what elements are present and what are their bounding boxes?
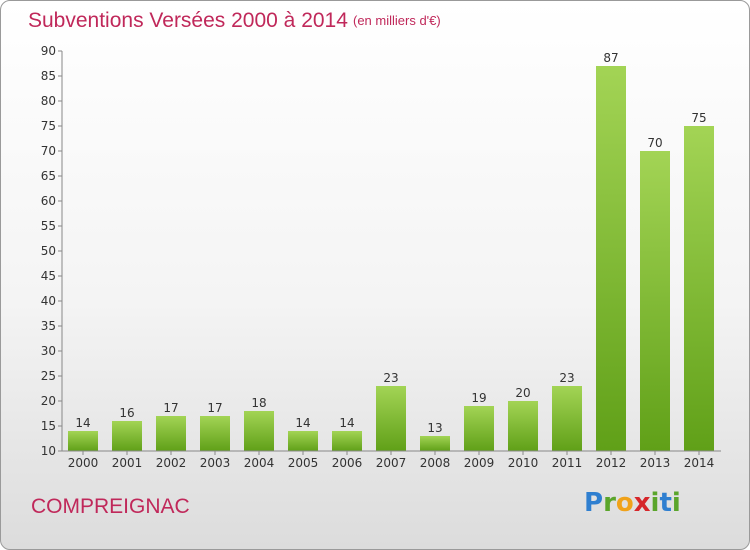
data-label-2009: 19 xyxy=(471,391,486,405)
bar-2012 xyxy=(596,66,626,451)
data-label-2013: 70 xyxy=(647,136,662,150)
y-tick-label-45: 45 xyxy=(41,269,56,283)
data-label-2007: 23 xyxy=(383,371,398,385)
y-tick-label-85: 85 xyxy=(41,69,56,83)
bar-2010 xyxy=(508,401,538,451)
y-tick-label-70: 70 xyxy=(41,144,56,158)
data-label-2008: 13 xyxy=(427,421,442,435)
y-tick-label-10: 10 xyxy=(41,444,56,458)
x-tick-label-2007: 2007 xyxy=(376,456,407,470)
x-tick-label-2000: 2000 xyxy=(68,456,99,470)
x-tick-label-2006: 2006 xyxy=(332,456,363,470)
x-tick-label-2010: 2010 xyxy=(508,456,539,470)
data-label-2011: 23 xyxy=(559,371,574,385)
x-tick-label-2014: 2014 xyxy=(684,456,715,470)
bar-2005 xyxy=(288,431,318,451)
bars-group xyxy=(68,66,714,451)
x-tick-label-2009: 2009 xyxy=(464,456,495,470)
bar-2006 xyxy=(332,431,362,451)
y-tick-label-25: 25 xyxy=(41,369,56,383)
bar-2007 xyxy=(376,386,406,451)
x-tick-label-2003: 2003 xyxy=(200,456,231,470)
x-tick-label-2005: 2005 xyxy=(288,456,319,470)
bar-2001 xyxy=(112,421,142,451)
bar-2011 xyxy=(552,386,582,451)
data-label-2005: 14 xyxy=(295,416,310,430)
data-label-2004: 18 xyxy=(251,396,266,410)
x-tick-label-2008: 2008 xyxy=(420,456,451,470)
x-tick-label-2004: 2004 xyxy=(244,456,275,470)
bar-2008 xyxy=(420,436,450,451)
chart-title: Subventions Versées 2000 à 2014 xyxy=(28,9,348,32)
y-tick-label-30: 30 xyxy=(41,344,56,358)
bar-2000 xyxy=(68,431,98,451)
bar-2009 xyxy=(464,406,494,451)
x-tick-label-2011: 2011 xyxy=(552,456,583,470)
x-tick-label-2002: 2002 xyxy=(156,456,187,470)
x-tick-label-2012: 2012 xyxy=(596,456,627,470)
axes-group xyxy=(58,50,721,455)
data-label-2000: 14 xyxy=(75,416,90,430)
x-tick-label-2001: 2001 xyxy=(112,456,143,470)
data-label-2010: 20 xyxy=(515,386,530,400)
bar-2013 xyxy=(640,151,670,451)
data-label-2001: 16 xyxy=(119,406,134,420)
bar-2014 xyxy=(684,126,714,451)
proxiti-logo: Proxiti xyxy=(584,488,681,518)
x-tick-label-2013: 2013 xyxy=(640,456,671,470)
y-tick-label-60: 60 xyxy=(41,194,56,208)
bar-2003 xyxy=(200,416,230,451)
data-label-2014: 75 xyxy=(691,111,706,125)
y-tick-label-15: 15 xyxy=(41,419,56,433)
labels-group: 14 2000 16 2001 17 2002 17 2003 18 2004 14 2005 14 20… xyxy=(41,44,715,470)
y-tick-label-90: 90 xyxy=(41,44,56,58)
y-tick-label-75: 75 xyxy=(41,119,56,133)
y-tick-label-40: 40 xyxy=(41,294,56,308)
data-label-2006: 14 xyxy=(339,416,354,430)
data-label-2002: 17 xyxy=(163,401,178,415)
y-tick-label-80: 80 xyxy=(41,94,56,108)
chart-subtitle: (en milliers d'€) xyxy=(353,13,441,28)
bar-2004 xyxy=(244,411,274,451)
data-label-2012: 87 xyxy=(603,51,618,65)
y-tick-label-35: 35 xyxy=(41,319,56,333)
data-label-2003: 17 xyxy=(207,401,222,415)
y-tick-label-20: 20 xyxy=(41,394,56,408)
y-tick-label-65: 65 xyxy=(41,169,56,183)
y-tick-label-55: 55 xyxy=(41,219,56,233)
bar-2002 xyxy=(156,416,186,451)
commune-name: COMPREIGNAC xyxy=(31,495,190,518)
y-tick-label-50: 50 xyxy=(41,244,56,258)
